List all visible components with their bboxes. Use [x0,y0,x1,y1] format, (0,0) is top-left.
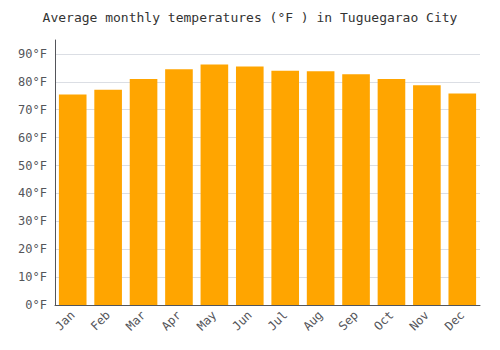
svg-text:Aug: Aug [300,308,325,333]
svg-text:40°F: 40°F [18,186,47,200]
svg-text:Jun: Jun [230,308,255,333]
svg-text:20°F: 20°F [18,242,47,256]
svg-text:Mar: Mar [123,308,148,333]
svg-text:Jul: Jul [265,308,290,333]
svg-text:Apr: Apr [159,308,184,333]
svg-text:30°F: 30°F [18,214,47,228]
svg-text:Feb: Feb [88,308,113,333]
svg-text:90°F: 90°F [18,47,47,61]
svg-text:10°F: 10°F [18,270,47,284]
svg-text:Oct: Oct [371,308,396,333]
svg-text:Dec: Dec [442,308,467,333]
svg-text:Average monthly temperatures (: Average monthly temperatures (°F ) in Tu… [43,10,458,25]
svg-text:70°F: 70°F [18,103,47,117]
svg-text:80°F: 80°F [18,75,47,89]
svg-text:May: May [194,308,219,333]
svg-text:Nov: Nov [407,308,432,333]
svg-text:Sep: Sep [336,308,361,333]
svg-text:Jan: Jan [52,308,77,333]
svg-text:50°F: 50°F [18,159,47,173]
svg-text:0°F: 0°F [25,298,47,312]
svg-text:60°F: 60°F [18,131,47,145]
